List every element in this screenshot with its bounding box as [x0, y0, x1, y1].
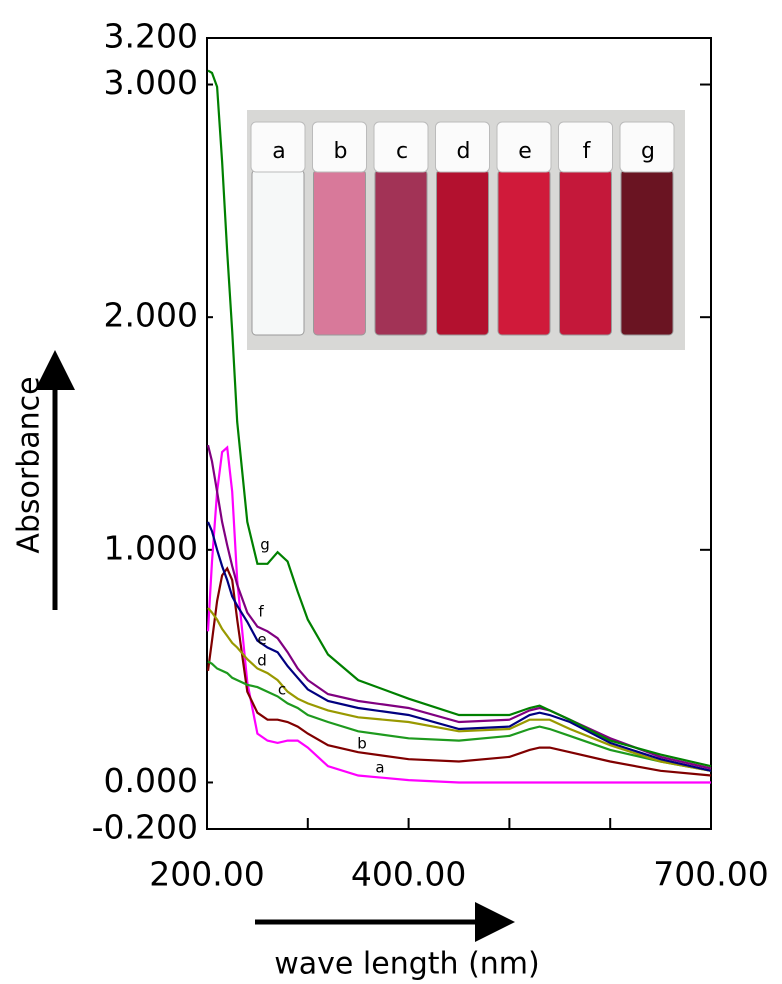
- vial-cap: [312, 121, 367, 173]
- vial-label: f: [583, 139, 592, 164]
- vial-body: [251, 169, 305, 336]
- curve-label: e: [257, 631, 266, 649]
- spectrum-line: [207, 660, 712, 772]
- vial-body: [620, 169, 674, 336]
- y-tick-label: 1.000: [104, 528, 198, 567]
- x-axis-label: wave length (nm): [274, 947, 539, 982]
- vial-label: a: [272, 139, 285, 164]
- vial-body: [436, 169, 489, 336]
- curve-label: c: [278, 681, 286, 699]
- vial-body: [559, 169, 612, 336]
- curve-label: g: [260, 536, 270, 554]
- y-axis-label: Absorbance: [12, 376, 47, 553]
- curve-label: f: [258, 603, 264, 621]
- spectrum-line: [206, 521, 712, 772]
- spectrum-line: [207, 69, 712, 768]
- x-tick-label: 700.00: [653, 855, 768, 894]
- vial-cap: [496, 121, 552, 173]
- plot-frame: [206, 37, 712, 830]
- spectrum-line: [206, 445, 711, 784]
- inset-photo: a b c d e f g: [247, 110, 685, 350]
- vial-label: g: [641, 139, 655, 164]
- y-tick-label: 3.000: [104, 63, 198, 102]
- curve-label: b: [357, 735, 367, 753]
- x-tick-label: 400.00: [351, 855, 466, 894]
- y-tick-label: -0.200: [92, 808, 198, 847]
- spectrum-line: [207, 607, 712, 772]
- vial-label: c: [396, 139, 408, 164]
- vial-cap: [558, 121, 613, 173]
- vial-cap: [250, 121, 306, 173]
- vial-label: e: [518, 139, 532, 164]
- vial-cap: [435, 121, 490, 173]
- y-tick-label: 3.200: [104, 17, 198, 56]
- vial-cap: [619, 121, 675, 173]
- y-tick-label: 2.000: [104, 296, 198, 335]
- vial-body: [497, 169, 551, 336]
- vial-cap: [373, 121, 429, 173]
- curve-label: d: [257, 652, 267, 670]
- vial-label: d: [457, 139, 471, 164]
- vial-body: [374, 169, 428, 336]
- y-tick-label: 0.000: [104, 761, 198, 800]
- vial-label: b: [334, 139, 348, 164]
- x-tick-label: 200.00: [149, 855, 264, 894]
- spectrum-line: [206, 566, 712, 777]
- curve-label: a: [375, 759, 384, 777]
- vial-body: [313, 169, 366, 336]
